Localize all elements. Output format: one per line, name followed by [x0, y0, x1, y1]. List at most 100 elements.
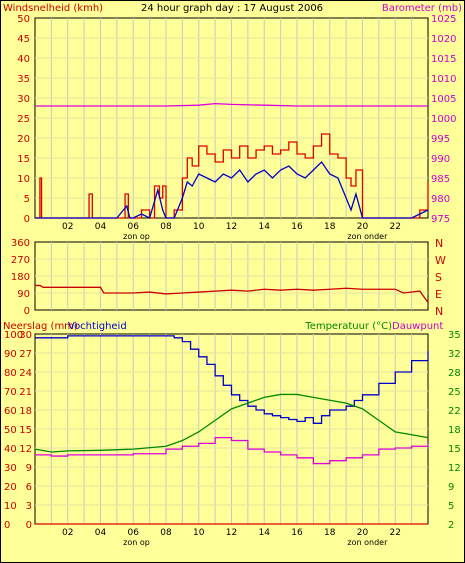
- barometer-tick-label: 980: [431, 194, 450, 205]
- compass-label: W: [435, 254, 446, 267]
- temperature-axis-label: Temperatuur (°C): [304, 321, 392, 332]
- humidity-tick-label: 10: [4, 501, 17, 512]
- x-tick-label: 18: [324, 222, 336, 232]
- rain-tick-label: 30: [19, 330, 32, 341]
- direction-tick-label: 360: [11, 238, 30, 249]
- series-wind-speed: [35, 160, 429, 219]
- x-tick-label: 16: [291, 528, 303, 538]
- wind-tick-label: 40: [17, 54, 30, 65]
- graph-title: 24 hour graph day : 17 August 2006: [141, 3, 323, 14]
- sunrise-label: zon op: [123, 232, 150, 241]
- wind-tick-label: 45: [17, 34, 30, 45]
- x-tick-label: 08: [160, 528, 172, 538]
- direction-tick-label: 180: [11, 272, 30, 283]
- barometer-tick-label: 1010: [431, 74, 456, 85]
- barometer-tick-label: 975: [431, 214, 450, 225]
- temperature-tick-label: 22: [448, 406, 461, 417]
- compass-label: S: [435, 271, 442, 284]
- series-dewpoint: [35, 436, 429, 465]
- x-tick-label: 20: [357, 222, 369, 232]
- humidity-tick-label: 50: [4, 425, 17, 436]
- sunset-label: zon onder: [347, 232, 388, 241]
- wind-tick-label: 10: [17, 174, 30, 185]
- sunset-label: zon onder: [347, 538, 388, 547]
- rain-tick-label: 24: [19, 368, 32, 379]
- humidity-tick-label: 70: [4, 387, 17, 398]
- wind-tick-label: 0: [24, 214, 30, 225]
- humidity-tick-label: 30: [4, 463, 17, 474]
- direction-tick-label: 0: [24, 306, 30, 317]
- direction-tick-label: 90: [17, 289, 30, 300]
- x-tick-label: 04: [95, 528, 107, 538]
- x-tick-label: 12: [226, 528, 237, 538]
- rain-tick-label: 12: [19, 444, 32, 455]
- dewpoint-axis-label: Dauwpunt: [392, 321, 443, 332]
- barometer-tick-label: 985: [431, 174, 450, 185]
- x-tick-label: 16: [291, 222, 303, 232]
- rain-tick-label: 3: [26, 501, 32, 512]
- wind-tick-label: 5: [24, 194, 30, 205]
- x-tick-label: 06: [128, 528, 140, 538]
- temperature-tick-label: 2: [448, 520, 454, 531]
- barometer-tick-label: 1015: [431, 54, 456, 65]
- barometer-tick-label: 995: [431, 134, 450, 145]
- x-tick-label: 04: [95, 222, 107, 232]
- x-tick-label: 14: [259, 528, 271, 538]
- wind-tick-label: 15: [17, 154, 30, 165]
- barometer-tick-label: 1000: [431, 114, 456, 125]
- compass-label: N: [435, 237, 443, 250]
- temperature-tick-label: 18: [448, 425, 461, 436]
- sunrise-label: zon op: [123, 538, 150, 547]
- rain-tick-label: 6: [26, 482, 32, 493]
- wind-tick-label: 20: [17, 134, 30, 145]
- temperature-tick-label: 32: [448, 349, 461, 360]
- x-tick-label: 10: [193, 222, 205, 232]
- wind-tick-label: 30: [17, 94, 30, 105]
- series-barometer: [35, 102, 428, 107]
- compass-label: N: [435, 305, 443, 318]
- humidity-tick-label: 80: [4, 368, 17, 379]
- humidity-tick-label: 90: [4, 349, 17, 360]
- barometer-tick-label: 1025: [431, 14, 456, 25]
- rain-tick-label: 0: [26, 520, 32, 531]
- temperature-tick-label: 9: [448, 482, 454, 493]
- x-tick-label: 02: [62, 528, 73, 538]
- barometer-tick-label: 990: [431, 154, 450, 165]
- humidity-tick-label: 60: [4, 406, 17, 417]
- temperature-tick-label: 25: [448, 387, 461, 398]
- barometer-tick-label: 1005: [431, 94, 456, 105]
- wind-tick-label: 50: [17, 14, 30, 25]
- x-tick-label: 20: [357, 528, 369, 538]
- rain-tick-label: 21: [19, 387, 32, 398]
- temperature-tick-label: 28: [448, 368, 461, 379]
- rain-tick-label: 27: [19, 349, 32, 360]
- x-tick-label: 10: [193, 528, 205, 538]
- x-tick-label: 22: [390, 528, 401, 538]
- x-tick-label: 12: [226, 222, 237, 232]
- x-tick-label: 22: [390, 222, 401, 232]
- series-wind-gust: [35, 133, 429, 219]
- temperature-tick-label: 15: [448, 444, 461, 455]
- barometer-axis-label: Barometer (mb): [382, 3, 462, 14]
- humidity-tick-label: 0: [4, 520, 10, 531]
- series-humidity: [35, 335, 429, 424]
- wind-tick-label: 35: [17, 74, 30, 85]
- x-tick-label: 14: [259, 222, 271, 232]
- humidity-axis-label: Vochtigheid: [68, 321, 127, 332]
- humidity-tick-label: 40: [4, 444, 17, 455]
- barometer-tick-label: 1020: [431, 34, 456, 45]
- x-tick-label: 18: [324, 528, 336, 538]
- series-temperature: [34, 393, 429, 453]
- humidity-tick-label: 20: [4, 482, 17, 493]
- temperature-tick-label: 12: [448, 463, 461, 474]
- x-tick-label: 08: [160, 222, 172, 232]
- rain-tick-label: 9: [26, 463, 32, 474]
- wind-tick-label: 25: [17, 114, 30, 125]
- direction-tick-label: 270: [11, 255, 30, 266]
- wind-axis-label: Windsnelheid (kmh): [3, 3, 103, 14]
- x-tick-label: 06: [128, 222, 140, 232]
- rain-axis-label: Neerslag (mm): [3, 321, 78, 332]
- temperature-tick-label: 35: [448, 330, 461, 341]
